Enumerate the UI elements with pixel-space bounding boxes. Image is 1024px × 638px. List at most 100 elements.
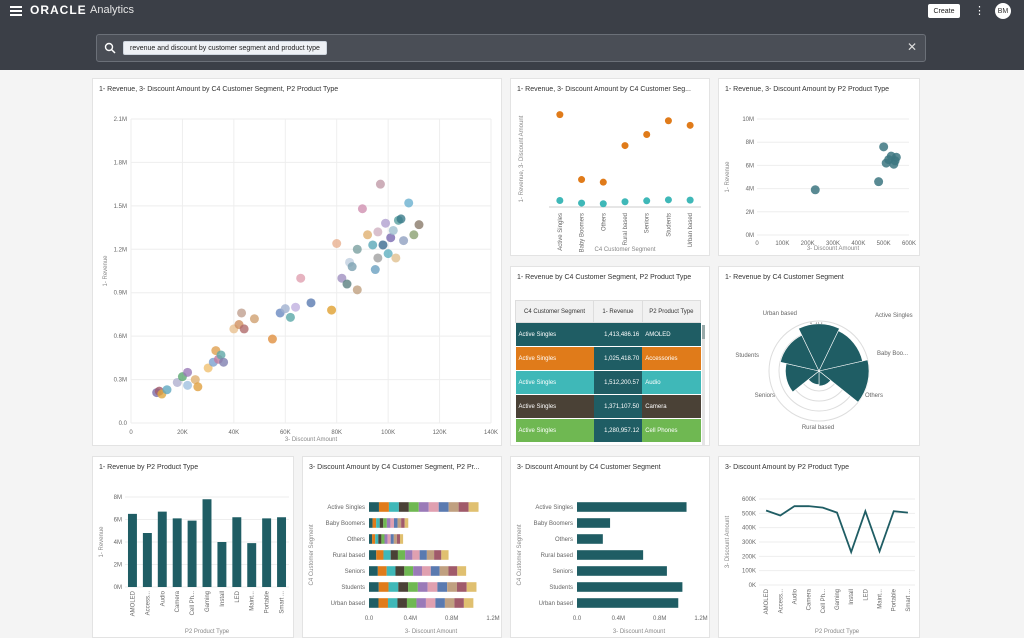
x-tick-label: Camera <box>175 590 181 612</box>
bar <box>142 533 152 587</box>
stacked-segment <box>425 598 436 608</box>
column-header-product-type[interactable]: P2 Product Type <box>641 300 702 323</box>
cell-product-type[interactable]: Audio <box>642 370 701 395</box>
x-tick-label: Cell Ph... <box>821 589 827 614</box>
dot-chart-card-segment[interactable]: 1- Revenue, 3- Discount Amount by C4 Cus… <box>510 78 710 256</box>
hamburger-menu-icon[interactable] <box>10 6 22 16</box>
stacked-bar-chart: Active Singles Baby Boomers Others Rural ba… <box>309 502 500 635</box>
y-tick-label: Students <box>341 585 365 591</box>
discount-point <box>643 197 651 205</box>
cell-segment[interactable]: Active Singles <box>515 322 594 347</box>
data-point <box>291 302 301 312</box>
data-point <box>391 253 401 263</box>
stacked-bar-card[interactable]: 3- Discount Amount by C4 Customer Segmen… <box>302 456 502 638</box>
y-tick-label: 6M <box>746 163 754 169</box>
x-tick-label: 1.2M <box>486 616 499 622</box>
data-point <box>810 185 820 195</box>
table-row[interactable]: Active Singles 1,512,200.57 Audio <box>515 370 701 395</box>
x-tick-label: 500K <box>877 241 891 247</box>
stacked-segment <box>395 566 405 576</box>
stacked-segment <box>439 566 449 576</box>
data-point <box>183 367 193 377</box>
cell-product-type[interactable]: AMOLED <box>642 322 701 347</box>
cell-segment[interactable]: Active Singles <box>515 370 594 395</box>
horizontal-bar-card[interactable]: 3- Discount Amount by C4 Customer Segmen… <box>510 456 710 638</box>
x-tick-label: 100K <box>775 241 789 247</box>
cell-segment[interactable]: Active Singles <box>515 346 594 371</box>
y-tick-label: Others <box>555 537 573 543</box>
cell-revenue[interactable]: 1,512,200.57 <box>593 370 643 395</box>
slice-label: Active Singles <box>875 313 913 319</box>
column-header-segment[interactable]: C4 Customer Segment <box>514 300 595 323</box>
y-tick-label: Students <box>549 585 573 591</box>
y-tick-label: 0K <box>749 583 756 589</box>
stacked-segment <box>390 550 398 560</box>
data-point <box>381 218 391 228</box>
more-options-icon[interactable]: ⋮ <box>974 5 985 17</box>
top-bar: ORACLE Analytics Create ⋮ BM revenue and… <box>0 0 1024 70</box>
bar <box>202 499 212 587</box>
x-tick-label: Smart ... <box>906 589 912 612</box>
data-point <box>172 377 182 387</box>
data-point <box>267 334 277 344</box>
scatter-card-product[interactable]: 1- Revenue, 3- Discount Amount by P2 Pro… <box>718 78 920 256</box>
cell-product-type[interactable]: Accessories <box>642 346 701 371</box>
y-tick-label: 1.2M <box>114 247 127 253</box>
scatter-card-segment-product[interactable]: 1- Revenue, 3- Discount Amount by C4 Cus… <box>92 78 502 446</box>
stacked-segment <box>468 502 479 512</box>
y-axis-title: 1- Revenue <box>725 161 731 193</box>
stacked-segment <box>426 550 435 560</box>
search-bar[interactable]: revenue and discount by customer segment… <box>96 34 926 62</box>
x-tick-label: Install <box>220 591 226 607</box>
search-query-chip[interactable]: revenue and discount by customer segment… <box>123 41 327 55</box>
table-row[interactable]: Active Singles 1,025,418.70 Accessories <box>515 346 701 371</box>
create-button[interactable]: Create <box>928 4 960 18</box>
cell-product-type[interactable]: Camera <box>642 394 701 419</box>
polar-chart-card[interactable]: 1- Revenue by C4 Customer Segment 1.4M1.… <box>718 266 920 446</box>
data-point <box>368 240 378 250</box>
cell-segment[interactable]: Active Singles <box>515 418 594 443</box>
x-tick-label: Portable <box>892 588 898 611</box>
oracle-logo: ORACLE <box>30 3 87 17</box>
data-point <box>373 227 383 237</box>
card-title: 1- Revenue by C4 Customer Segment <box>725 274 844 281</box>
stacked-segment <box>384 534 388 544</box>
cell-revenue[interactable]: 1,280,957.12 <box>593 418 643 443</box>
cell-revenue[interactable]: 1,371,107.50 <box>593 394 643 419</box>
y-tick-label: 1.8M <box>114 160 127 166</box>
cell-revenue[interactable]: 1,413,486.16 <box>593 322 643 347</box>
stacked-segment <box>463 598 474 608</box>
x-tick-label: 400K <box>851 241 865 247</box>
discount-point <box>664 196 672 204</box>
clear-search-icon[interactable]: ✕ <box>906 40 917 54</box>
data-point <box>363 230 373 240</box>
table-row[interactable]: Active Singles 1,371,107.50 Camera <box>515 394 701 419</box>
cell-revenue[interactable]: 1,025,418.70 <box>593 346 643 371</box>
bar-card-revenue-product[interactable]: 1- Revenue by P2 Product Type 0M 2M 4M 6M 8M… <box>92 456 294 638</box>
stacked-segment <box>378 534 382 544</box>
line-chart-card[interactable]: 3- Discount Amount by P2 Product Type 0K… <box>718 456 920 638</box>
series-line <box>765 505 908 555</box>
y-tick-label: Active Singles <box>327 505 365 511</box>
stacked-segment <box>388 582 399 592</box>
stacked-segment <box>387 598 398 608</box>
data-point <box>370 265 380 275</box>
stacked-segment <box>390 534 394 544</box>
bar <box>577 598 679 608</box>
stacked-segment <box>430 566 440 576</box>
column-header-revenue[interactable]: 1- Revenue <box>593 300 643 323</box>
stacked-segment <box>412 550 420 560</box>
slice-label: Baby Boo... <box>877 351 908 357</box>
table-row[interactable]: Active Singles 1,280,957.12 Cell Phones <box>515 418 701 443</box>
y-tick-label: 0M <box>114 585 122 591</box>
table-row[interactable]: Active Singles 1,413,486.16 AMOLED <box>515 322 701 347</box>
table-scrollbar[interactable] <box>702 325 705 445</box>
data-point <box>239 324 249 334</box>
cell-segment[interactable]: Active Singles <box>515 394 594 419</box>
bar <box>577 502 687 512</box>
user-avatar[interactable]: BM <box>995 3 1011 19</box>
data-point <box>203 363 213 373</box>
y-tick-label: 0.9M <box>114 291 127 297</box>
table-card[interactable]: 1- Revenue by C4 Customer Segment, P2 Pr… <box>510 266 710 446</box>
cell-product-type[interactable]: Cell Phones <box>642 418 701 443</box>
